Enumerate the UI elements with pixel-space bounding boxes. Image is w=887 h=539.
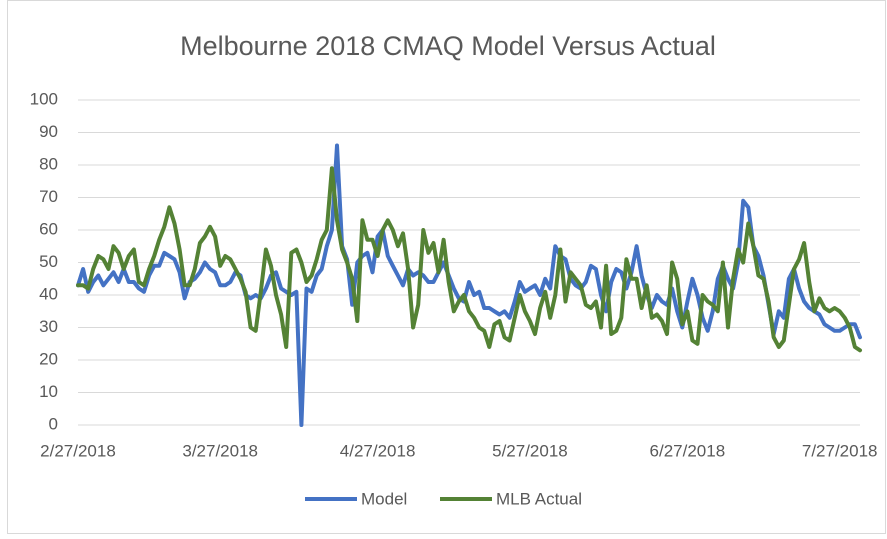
y-tick-label: 10 [39,382,58,401]
y-tick-label: 40 [39,284,58,303]
y-tick-label: 80 [39,154,58,173]
x-tick-label: 6/27/2018 [650,441,726,460]
y-tick-label: 50 [39,252,58,271]
legend-label: MLB Actual [496,489,582,508]
y-tick-label: 20 [39,349,58,368]
y-tick-label: 70 [39,187,58,206]
x-tick-label: 5/27/2018 [492,441,568,460]
y-tick-label: 0 [49,414,58,433]
y-tick-label: 90 [39,122,58,141]
x-tick-label: 3/27/2018 [182,441,258,460]
data-line [76,166,862,353]
x-tick-label: 2/27/2018 [40,441,116,460]
x-tick-label: 4/27/2018 [340,441,416,460]
x-tick-label: 7/27/2018 [802,441,878,460]
legend-label: Model [361,489,407,508]
y-tick-label: 100 [30,89,58,108]
data-line [76,143,862,427]
y-tick-label: 60 [39,219,58,238]
y-tick-label: 30 [39,317,58,336]
chart-title: Melbourne 2018 CMAQ Model Versus Actual [180,31,716,61]
